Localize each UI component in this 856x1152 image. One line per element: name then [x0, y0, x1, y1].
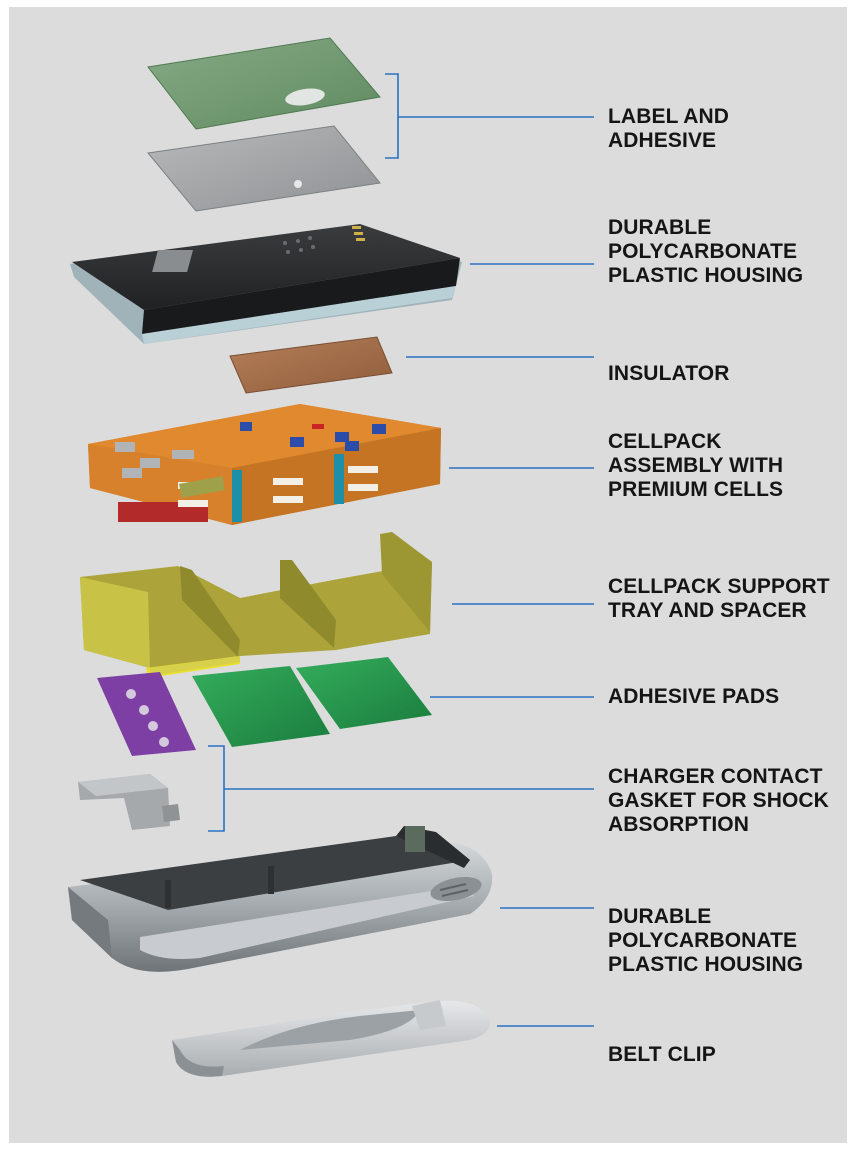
callout-adhesive-pads: ADHESIVE PADS — [608, 685, 780, 708]
callout-charger-gasket: CHARGER CONTACT GASKET FOR SHOCK ABSORPT… — [608, 765, 829, 836]
support-tray-part — [80, 532, 432, 678]
gasket-part — [97, 672, 196, 756]
belt-clip-part — [172, 1000, 491, 1077]
top-housing-part — [70, 224, 462, 344]
insulator-part — [229, 336, 393, 394]
leader-label-adhesive — [385, 73, 399, 159]
adhesive-sheet — [147, 125, 381, 212]
callout-insulator: INSULATOR — [608, 362, 730, 385]
leader-charger-gasket — [208, 745, 225, 832]
callout-bottom-housing: DURABLE POLYCARBONATE PLASTIC HOUSING — [608, 905, 804, 976]
callout-label-and-adhesive: LABEL AND ADHESIVE — [608, 105, 730, 152]
cellpack-part — [88, 404, 441, 525]
label-sheet — [147, 37, 381, 130]
callout-support-tray: CELLPACK SUPPORT TRAY AND SPACER — [608, 575, 830, 622]
callout-top-housing: DURABLE POLYCARBONATE PLASTIC HOUSING — [608, 216, 804, 287]
adhesive-pads-part — [192, 657, 432, 747]
gasket-spacer-part — [78, 774, 180, 830]
callout-cellpack-assembly: CELLPACK ASSEMBLY WITH PREMIUM CELLS — [608, 430, 784, 501]
bottom-housing-part — [68, 826, 493, 972]
callout-belt-clip: BELT CLIP — [608, 1043, 716, 1066]
